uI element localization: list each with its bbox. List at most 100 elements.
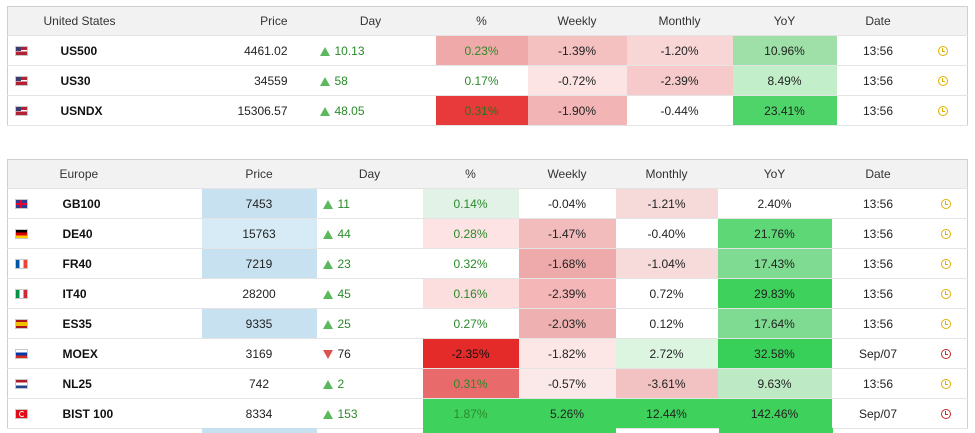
date-value: 13:56 [831, 368, 925, 399]
header-weekly[interactable]: Weekly [527, 6, 627, 36]
clock-cell[interactable] [924, 308, 968, 339]
day-change-value: 25 [337, 316, 351, 331]
clock-cell[interactable] [924, 398, 968, 429]
pct-change: 1.87% [422, 398, 519, 429]
yoy-change: 9.63% [717, 368, 832, 399]
date-value: 13:56 [836, 35, 920, 66]
arrow-up-icon [322, 409, 333, 419]
day-change-value: 58 [334, 73, 348, 88]
weekly-change: -1.39% [527, 35, 627, 66]
day-change: 23 [316, 248, 423, 279]
table-header: Europe Price Day % Weekly Monthly YoY Da… [7, 159, 968, 189]
header-day[interactable]: Day [316, 159, 423, 189]
table-row[interactable]: USNDX 15306.57 48.05 0.31% -1.90% -0.44% 23.41… [7, 95, 968, 126]
symbol-link[interactable]: ES35 [37, 308, 202, 339]
clock-icon[interactable] [940, 379, 951, 390]
header-pct[interactable]: % [435, 6, 528, 36]
flag-cell [7, 338, 38, 369]
weekly-change: -2.39% [518, 278, 616, 309]
header-weekly[interactable]: Weekly [518, 159, 616, 189]
monthly-change: -1.21% [615, 188, 718, 219]
clock-cell[interactable] [924, 248, 968, 279]
symbol-link[interactable]: DE40 [37, 218, 202, 249]
price-value: 34559 [180, 65, 306, 96]
pct-change: 0.16% [422, 278, 519, 309]
clock-icon[interactable] [938, 106, 949, 117]
clock-cell[interactable] [924, 338, 968, 369]
clock-cell[interactable] [924, 278, 968, 309]
table-row[interactable]: MOEX 3169 76 -2.35% -1.82% 2.72% 32.58% Sep/07 [7, 338, 968, 369]
flag-cell [7, 368, 38, 399]
symbol-link[interactable]: USNDX [35, 95, 181, 126]
table-row[interactable]: US500 4461.02 10.13 0.23% -1.39% -1.20% 10.96%… [7, 35, 968, 66]
weekly-change: -2.03% [518, 308, 616, 339]
header-date[interactable]: Date [831, 159, 925, 189]
header-region: Europe [37, 159, 202, 189]
table-row[interactable]: DE40 15763 44 0.28% -1.47% -0.40% 21.76% 13:56 [7, 218, 968, 249]
header-monthly[interactable]: Monthly [626, 6, 733, 36]
symbol-link[interactable]: IT40 [37, 278, 202, 309]
table-row[interactable]: GB100 7453 11 0.14% -0.04% -1.21% 2.40% 13:56 [7, 188, 968, 219]
clock-icon[interactable] [940, 319, 951, 330]
symbol-link[interactable]: US30 [35, 65, 181, 96]
symbol-link[interactable]: GB100 [37, 188, 202, 219]
header-price[interactable]: Price [180, 6, 306, 36]
day-change-value: 11 [337, 196, 350, 211]
date-value: 13:56 [831, 248, 925, 279]
weekly-change: -0.72% [527, 65, 627, 96]
yoy-change: 10.96% [732, 35, 837, 66]
arrow-up-icon [322, 259, 333, 269]
next-row-partial [7, 428, 967, 433]
yoy-change: 8.49% [732, 65, 837, 96]
clock-cell[interactable] [924, 218, 968, 249]
pct-change: 0.14% [422, 188, 519, 219]
table-row[interactable]: NL25 742 2 0.31% -0.57% -3.61% 9.63% 13:56 [7, 368, 968, 399]
clock-cell[interactable] [924, 368, 968, 399]
flag-es-icon [15, 319, 28, 330]
table-row[interactable]: BIST 100 8334 153 1.87% 5.26% 12.44% 142.46% Se… [7, 398, 968, 429]
symbol-link[interactable]: BIST 100 [37, 398, 202, 429]
symbol-link[interactable]: NL25 [37, 368, 202, 399]
day-change-value: 44 [337, 226, 351, 241]
yoy-change: 17.43% [717, 248, 832, 279]
price-value: 4461.02 [180, 35, 306, 66]
header-yoy[interactable]: YoY [732, 6, 837, 36]
clock-icon[interactable] [938, 76, 949, 87]
day-change-value: 23 [337, 256, 351, 271]
clock-cell[interactable] [919, 35, 968, 66]
header-day[interactable]: Day [305, 6, 436, 36]
clock-closed-icon[interactable] [940, 409, 951, 420]
clock-closed-icon[interactable] [940, 349, 951, 360]
pct-change: 0.28% [422, 218, 519, 249]
date-value: 13:56 [831, 278, 925, 309]
table-row[interactable]: IT40 28200 45 0.16% -2.39% 0.72% 29.83% 13:56 [7, 278, 968, 309]
symbol-link[interactable]: FR40 [37, 248, 202, 279]
date-value: 13:56 [831, 218, 925, 249]
header-pct[interactable]: % [422, 159, 519, 189]
pct-change: 0.31% [435, 95, 528, 126]
yoy-change: 142.46% [717, 398, 832, 429]
clock-cell[interactable] [919, 95, 968, 126]
clock-icon[interactable] [940, 259, 951, 270]
flag-cell [7, 248, 38, 279]
date-value: 13:56 [836, 95, 920, 126]
monthly-change: -3.61% [615, 368, 718, 399]
clock-icon[interactable] [940, 199, 951, 210]
flag-cell [7, 65, 36, 96]
table-row[interactable]: ES35 9335 25 0.27% -2.03% 0.12% 17.64% 13:56 [7, 308, 968, 339]
table-row[interactable]: US30 34559 58 0.17% -0.72% -2.39% 8.49% 13:56 [7, 65, 968, 96]
header-monthly[interactable]: Monthly [615, 159, 718, 189]
clock-cell[interactable] [924, 188, 968, 219]
header-price[interactable]: Price [201, 159, 317, 189]
clock-icon[interactable] [940, 229, 951, 240]
table-row[interactable]: FR40 7219 23 0.32% -1.68% -1.04% 17.43% 13:56 [7, 248, 968, 279]
date-value: 13:56 [831, 308, 925, 339]
pct-change: 0.31% [422, 368, 519, 399]
header-date[interactable]: Date [836, 6, 920, 36]
clock-icon[interactable] [938, 46, 949, 57]
clock-cell[interactable] [919, 65, 968, 96]
symbol-link[interactable]: MOEX [37, 338, 202, 369]
header-yoy[interactable]: YoY [717, 159, 832, 189]
symbol-link[interactable]: US500 [35, 35, 181, 66]
clock-icon[interactable] [940, 289, 951, 300]
